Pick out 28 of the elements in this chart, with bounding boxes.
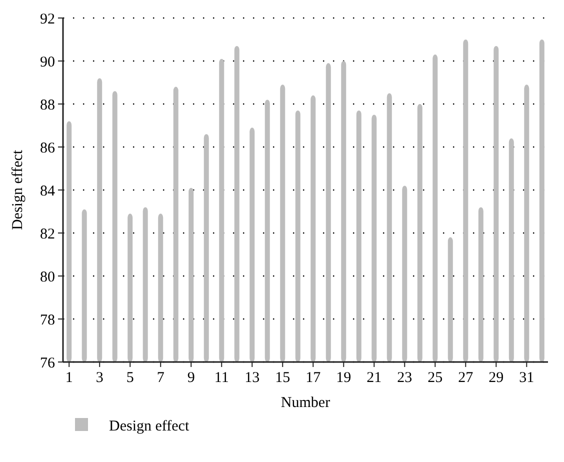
legend-label: Design effect	[109, 418, 190, 434]
x-tick-label: 13	[244, 370, 260, 386]
y-tick-label: 78	[40, 312, 55, 328]
x-tick-label: 9	[187, 370, 195, 386]
y-tick-label: 88	[40, 97, 55, 114]
x-tick-label: 17	[306, 370, 322, 386]
y-tick-label: 76	[40, 355, 56, 372]
x-tick-label: 27	[458, 370, 474, 386]
x-tick-label: 19	[336, 370, 352, 386]
y-tick-label: 92	[40, 11, 55, 28]
x-tick-label: 7	[156, 370, 165, 386]
x-axis-title: Number	[280, 395, 330, 411]
x-tick-label: 23	[397, 370, 412, 386]
y-axis-title: Design effect	[10, 149, 26, 230]
x-tick-label: 31	[519, 370, 534, 386]
x-tick-label: 15	[275, 370, 290, 386]
x-tick-label: 21	[366, 370, 382, 386]
y-tick-label: 82	[40, 226, 55, 242]
x-tick-label: 11	[214, 370, 229, 386]
y-tick-label: 86	[40, 140, 56, 156]
x-tick-label: 5	[126, 370, 134, 386]
x-tick-label: 25	[428, 370, 443, 386]
x-tick-label: 29	[488, 370, 504, 386]
y-tick-label: 84	[40, 183, 56, 200]
x-tick-label: 3	[96, 370, 104, 386]
y-tick-label: 90	[40, 54, 55, 70]
y-tick-label: 80	[40, 269, 55, 286]
x-tick-label: 1	[65, 370, 73, 386]
